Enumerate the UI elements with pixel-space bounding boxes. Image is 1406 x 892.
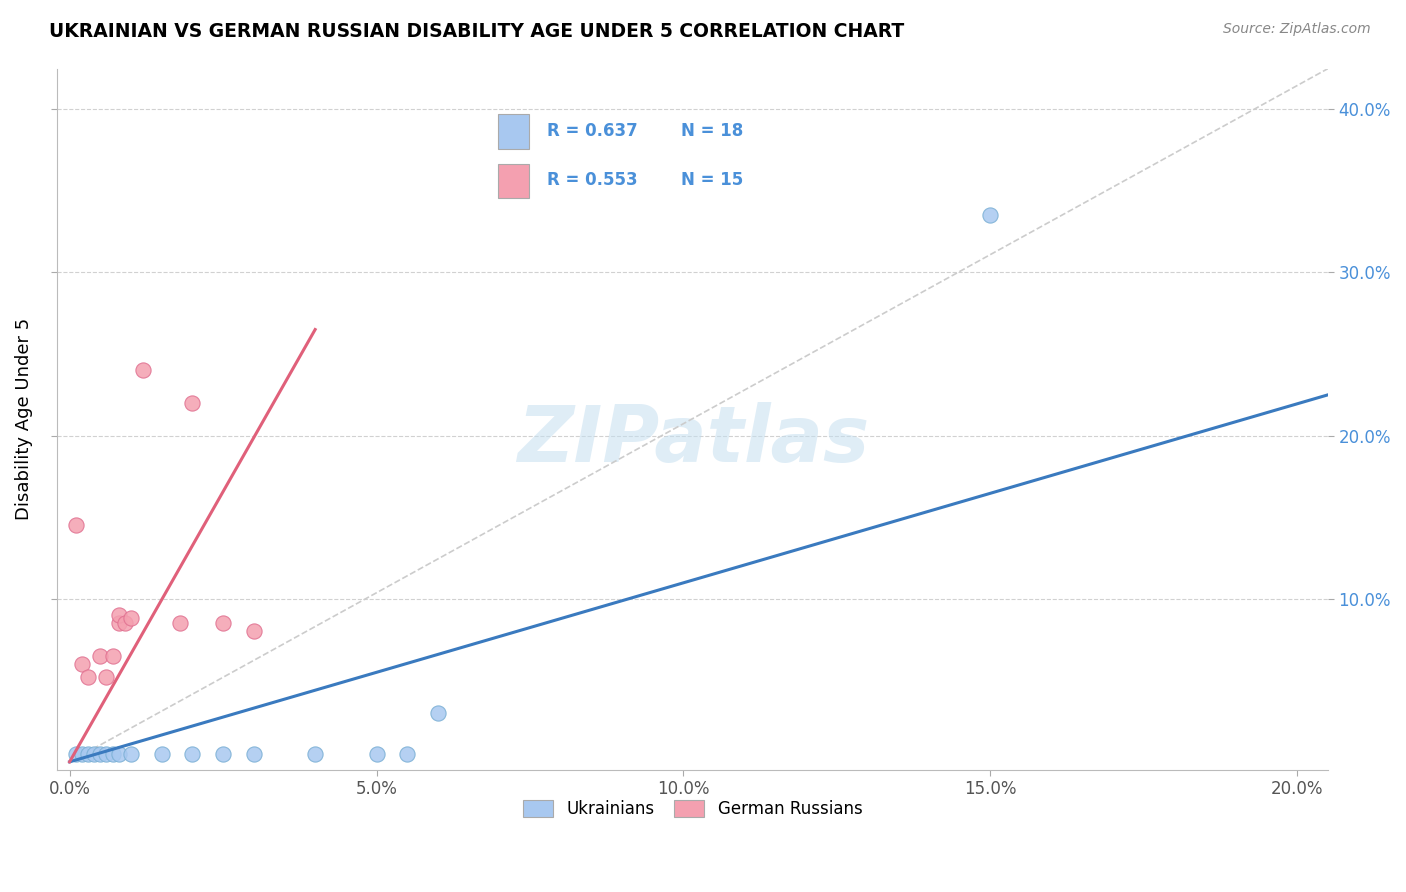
Point xyxy=(181,747,204,761)
Point xyxy=(96,747,118,761)
Legend: Ukrainians, German Russians: Ukrainians, German Russians xyxy=(516,793,869,825)
Point xyxy=(77,747,100,761)
Point xyxy=(96,670,118,684)
Point xyxy=(107,607,129,622)
Point xyxy=(65,747,87,761)
Point xyxy=(366,747,388,761)
Point xyxy=(107,747,129,761)
Point xyxy=(65,518,87,533)
Point xyxy=(83,747,105,761)
Point xyxy=(70,747,93,761)
Point xyxy=(242,747,264,761)
Point xyxy=(101,648,124,663)
Y-axis label: Disability Age Under 5: Disability Age Under 5 xyxy=(15,318,32,520)
Point xyxy=(181,396,204,410)
Text: Source: ZipAtlas.com: Source: ZipAtlas.com xyxy=(1223,22,1371,37)
Point xyxy=(77,670,100,684)
Point xyxy=(212,616,235,631)
Point xyxy=(114,616,136,631)
Point xyxy=(89,747,111,761)
Point xyxy=(101,747,124,761)
Point xyxy=(150,747,173,761)
Point xyxy=(426,706,449,720)
Text: ZIPatlas: ZIPatlas xyxy=(516,402,869,478)
Point xyxy=(89,648,111,663)
Point xyxy=(212,747,235,761)
Point xyxy=(242,624,264,639)
Point xyxy=(169,616,191,631)
Point xyxy=(132,363,155,377)
Point xyxy=(107,616,129,631)
Point xyxy=(120,747,142,761)
Text: UKRAINIAN VS GERMAN RUSSIAN DISABILITY AGE UNDER 5 CORRELATION CHART: UKRAINIAN VS GERMAN RUSSIAN DISABILITY A… xyxy=(49,22,904,41)
Point xyxy=(396,747,419,761)
Point xyxy=(120,611,142,625)
Point xyxy=(304,747,326,761)
Point xyxy=(979,208,1001,222)
Point xyxy=(70,657,93,671)
